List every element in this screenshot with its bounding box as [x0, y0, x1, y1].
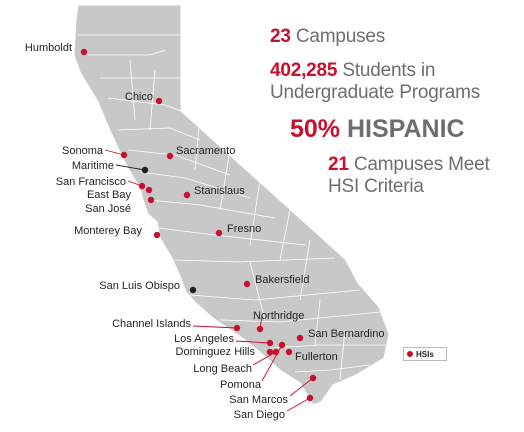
campus-label-fullerton: Fullerton: [295, 351, 338, 363]
campus-marker-east-bay: [145, 186, 153, 194]
campus-label-sonoma: Sonoma: [62, 145, 104, 157]
campus-label-east-bay: East Bay: [87, 189, 132, 201]
stat-students: 402,285 Students in: [270, 60, 520, 82]
campus-leader-sonoma: [104, 149, 125, 156]
stat-campuses-number: 23: [270, 26, 291, 47]
campus-label-fresno: Fresno: [227, 223, 261, 235]
stat-students-text-2: Undergraduate Programs: [270, 82, 480, 103]
campus-label-san-marcos: San Marcos: [229, 394, 288, 406]
campus-label-san-jose: San José: [85, 203, 131, 215]
campus-leader-maritime: [115, 164, 146, 171]
campus-label-maritime: Maritime: [72, 160, 114, 172]
campus-label-sacramento: Sacramento: [176, 145, 235, 157]
stat-hispanic-text: HISPANIC: [340, 115, 465, 143]
stat-hispanic-number: 50%: [290, 115, 341, 143]
campus-label-san-francisco: San Francisco: [56, 176, 126, 188]
campus-marker-chico: [155, 97, 163, 105]
campus-marker-sacramento: [166, 152, 174, 160]
legend: HSIs: [403, 347, 447, 361]
campus-marker-san-francisco: [138, 182, 146, 190]
campus-label-chico: Chico: [125, 91, 153, 103]
campus-label-san-luis-obispo: San Luis Obispo: [99, 280, 180, 292]
stat-hsi-text-1: Campuses Meet: [348, 154, 490, 175]
county-lines: [78, 34, 386, 381]
campus-marker-maritime: [141, 166, 149, 174]
stat-hsi-text-2: HSI Criteria: [328, 176, 424, 197]
stats-panel: 23 Campuses 402,285 Students in Undergra…: [270, 26, 520, 198]
campus-marker-pomona: [278, 341, 286, 349]
campus-marker-fresno: [215, 229, 223, 237]
stat-students-number: 402,285: [270, 60, 338, 81]
campus-marker-channel-islands: [233, 324, 241, 332]
campus-leader-los-angeles: [235, 340, 271, 344]
campus-marker-san-bernardino: [296, 334, 304, 342]
campus-leader-san-diego: [286, 397, 311, 412]
california-outline: [73, 4, 390, 406]
campus-marker-humboldt: [80, 48, 88, 56]
campus-marker-stanislaus: [183, 191, 191, 199]
stat-hsi-number: 21: [328, 154, 349, 175]
campus-label-northridge: Northridge: [253, 310, 304, 322]
campus-marker-sonoma: [120, 151, 128, 159]
campus-label-los-angeles: Los Angeles: [174, 333, 234, 345]
campus-leader-long-beach: [252, 351, 277, 366]
campus-leader-san-marcos: [289, 377, 314, 397]
campus-label-channel-islands: Channel Islands: [112, 318, 191, 330]
campus-marker-bakersfield: [243, 280, 251, 288]
campus-label-bakersfield: Bakersfield: [255, 274, 309, 286]
campus-label-san-bernardino: San Bernardino: [308, 328, 384, 340]
legend-label: HSIs: [416, 349, 434, 359]
campus-label-pomona: Pomona: [220, 379, 262, 391]
campus-marker-san-jose: [147, 196, 155, 204]
campus-label-dominguez-hills: Dominguez Hills: [176, 346, 256, 358]
campus-marker-san-luis-obispo: [189, 286, 197, 294]
campus-leader-pomona: [261, 344, 283, 382]
campus-label-humboldt: Humboldt: [25, 42, 72, 54]
stat-hsi-line-2: HSI Criteria: [328, 176, 520, 198]
campus-marker-san-diego: [306, 394, 314, 402]
stat-hsi: 21 Campuses Meet: [328, 154, 520, 176]
campus-marker-monterey-bay: [153, 231, 161, 239]
stat-hispanic: 50% HISPANIC: [290, 114, 520, 144]
campus-layer: Humboldt Chico Sonoma Sacramento Maritime San…: [25, 42, 385, 421]
campus-marker-los-angeles: [266, 339, 274, 347]
campus-label-long-beach: Long Beach: [193, 363, 252, 375]
stat-students-text-1: Students in: [337, 60, 436, 81]
campus-marker-san-marcos: [309, 374, 317, 382]
campus-leader-channel-islands: [192, 325, 238, 329]
campus-marker-northridge: [256, 325, 264, 333]
campus-marker-fullerton: [285, 348, 293, 356]
legend-dot-icon: [407, 351, 413, 357]
campus-label-san-diego: San Diego: [234, 409, 285, 421]
stat-students-line-2: Undergraduate Programs: [270, 82, 520, 104]
stat-campuses-text: Campuses: [290, 26, 386, 47]
campus-label-stanislaus: Stanislaus: [194, 185, 245, 197]
stat-campuses: 23 Campuses: [270, 26, 520, 48]
campus-marker-dominguez-hills: [266, 348, 274, 356]
campus-label-monterey-bay: Monterey Bay: [74, 225, 142, 237]
